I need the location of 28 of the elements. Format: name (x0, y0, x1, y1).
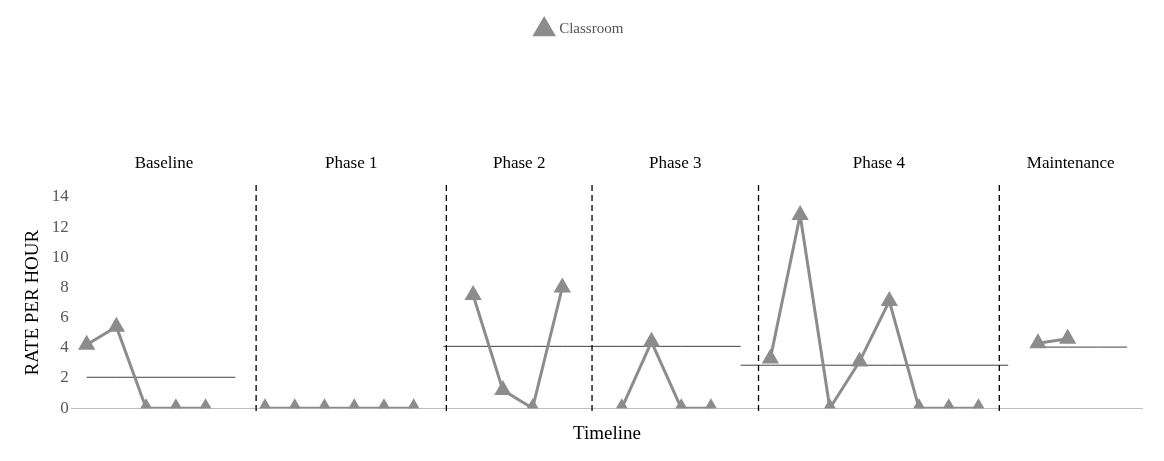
point (852, 352, 868, 367)
y-tick-label: 4 (60, 337, 70, 357)
point (554, 279, 570, 293)
point (465, 286, 481, 301)
point (495, 381, 511, 396)
point (762, 349, 778, 364)
text: Maintenance (1026, 153, 1115, 173)
text: Phase 4 (852, 153, 906, 173)
y-axis-title: RATE PER HOUR (21, 229, 43, 376)
y-tick-label: 12 (51, 216, 69, 236)
legend-label: Classroom (559, 20, 624, 37)
y-tick-label: 6 (60, 307, 69, 327)
point (79, 336, 95, 350)
y-tick-label: 14 (51, 186, 70, 206)
y-tick-label: 8 (60, 276, 69, 296)
text: Phase 3 (649, 153, 702, 173)
point (881, 292, 897, 307)
text: Baseline (134, 153, 194, 173)
y-tick-label: 0 (60, 397, 69, 417)
text: Phase 2 (492, 153, 546, 173)
point (108, 318, 124, 332)
y-tick-label: 10 (51, 246, 69, 266)
point (1060, 330, 1076, 344)
point (1030, 334, 1046, 349)
text: Phase 1 (325, 153, 378, 173)
x-axis-title: Timeline (572, 421, 641, 443)
y-tick-label: 2 (60, 367, 69, 387)
point (643, 333, 660, 347)
